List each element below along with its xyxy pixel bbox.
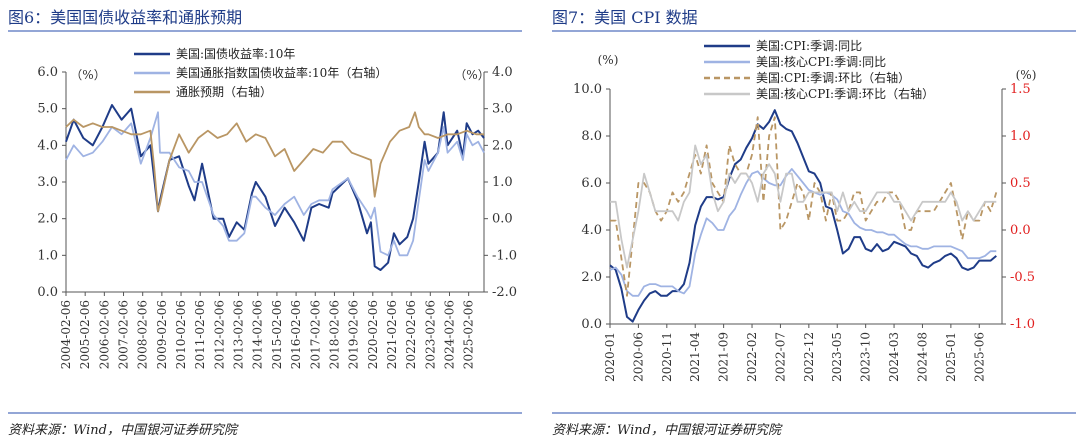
x-tick-label: 2022-02-06 <box>404 300 418 369</box>
right-y-tick-label: -1.0 <box>1010 317 1035 332</box>
x-tick-label: 2017-02-06 <box>308 300 322 369</box>
series-line-0 <box>609 109 997 323</box>
x-tick-label: 2004-02-06 <box>59 300 73 369</box>
legend-label-0: 美国:CPI:季调:同比 <box>756 39 862 53</box>
figure-7-heading: 图7：美国 CPI 数据 <box>552 8 698 27</box>
right-y-tick-label: -1.0 <box>492 248 517 263</box>
figure-7-bottom-rule <box>552 412 1076 414</box>
legend-label-1: 美国通胀指数国债收益率:10年（右轴） <box>176 65 387 80</box>
figure-7-chart: 0.02.04.06.08.010.0-1.0-0.50.00.51.01.5(… <box>573 39 1037 382</box>
series-line-2 <box>610 116 998 297</box>
left-y-tick-label: 6.0 <box>581 176 602 191</box>
series-line-3 <box>610 144 997 269</box>
x-tick-label: 2023-10 <box>859 332 873 382</box>
series-line-0 <box>65 104 485 271</box>
left-y-tick-label: 2.0 <box>37 212 58 227</box>
left-y-tick-label: 8.0 <box>581 129 602 144</box>
figure-6-chart: 0.0 1.0 2.0 3.0 4.0 5.0 6.0 -2.0 -1.0 0.0 1.0 2.0 3.… <box>37 46 517 369</box>
series-line-2 <box>65 111 484 213</box>
series-line-1 <box>609 167 997 297</box>
right-y-tick-label: 0.5 <box>1010 176 1031 191</box>
figure-6-heading: 图6：美国国债收益率和通胀预期 <box>8 8 243 27</box>
x-tick-label: 2024-03 <box>887 332 901 382</box>
right-y-tick-label: 2.0 <box>492 138 513 153</box>
x-tick-label: 2025-01 <box>944 332 958 382</box>
x-tick-label: 2013-02-06 <box>232 300 246 369</box>
figure-7-panel: 图7：美国 CPI 数据 0.0 2.0 4.0 6.0 8.0 10.0 -1.0 -0.5… <box>544 0 1080 444</box>
left-y-tick-label: 6.0 <box>37 65 58 80</box>
x-tick-label: 2011-02-06 <box>193 300 207 369</box>
x-tick-label: 2009-02-06 <box>155 300 169 369</box>
figure-7-source: 资料来源：Wind，中国银河证券研究院 <box>552 423 781 438</box>
right-y-tick-label: -0.5 <box>1010 270 1035 285</box>
figure-6-source: 资料来源：Wind，中国银河证券研究院 <box>8 423 237 438</box>
left-y-tick-label: 3.0 <box>37 175 58 190</box>
x-tick-label: 2006-02-06 <box>97 300 111 369</box>
x-tick-label: 2005-02-06 <box>78 300 92 369</box>
left-axis-unit: （%） <box>70 68 105 82</box>
right-y-tick-label: 4.0 <box>492 65 513 80</box>
right-y-tick-label: 0.0 <box>1010 223 1031 238</box>
x-tick-label: 2012-02-06 <box>212 300 226 369</box>
x-tick-label: 2016-02-06 <box>289 300 303 369</box>
x-tick-label: 2022-02 <box>745 332 759 382</box>
x-tick-label: 2020-02-06 <box>366 300 380 369</box>
x-tick-label: 2008-02-06 <box>136 300 150 369</box>
legend-label-3: 美国:核心CPI:季调:环比（右轴） <box>756 86 934 101</box>
x-tick-label: 2024-08 <box>915 332 929 382</box>
left-y-tick-label: 10.0 <box>573 82 602 97</box>
x-tick-label: 2010-02-06 <box>174 300 188 369</box>
x-tick-label: 2019-02-06 <box>347 300 361 369</box>
legend-label-0: 美国:国债收益率:10年 <box>176 46 295 61</box>
left-y-tick-label: 5.0 <box>37 102 58 117</box>
x-tick-label: 2023-02-06 <box>423 300 437 369</box>
x-tick-label: 2023-05 <box>830 332 844 382</box>
x-tick-label: 2025-06 <box>972 332 986 382</box>
left-y-tick-label: 0.0 <box>581 317 602 332</box>
x-tick-label: 2020-06 <box>631 332 645 382</box>
figure-6-panel: 图6：美国国债收益率和通胀预期 0.0 1.0 2.0 3.0 4.0 5.0 6.0 -2.… <box>0 0 526 444</box>
right-y-tick-label: 1.5 <box>1010 82 1031 97</box>
legend-label-2: 通胀预期（右轴） <box>176 84 272 99</box>
x-tick-label: 2025-02-06 <box>462 300 476 369</box>
x-tick-label: 2022-12 <box>802 332 816 382</box>
right-axis-unit: （%） <box>454 68 489 82</box>
left-y-tick-label: 4.0 <box>581 223 602 238</box>
series-line-1 <box>65 111 485 257</box>
x-tick-label: 2015-02-06 <box>270 300 284 369</box>
x-tick-label: 2014-02-06 <box>251 300 265 369</box>
figure-6-top-rule <box>8 30 522 32</box>
x-tick-label: 2024-02-06 <box>442 300 456 369</box>
left-y-tick-label: 2.0 <box>581 270 602 285</box>
x-tick-label: 2007-02-06 <box>117 300 131 369</box>
x-tick-label: 2021-04 <box>688 332 702 382</box>
right-y-tick-label: 0.0 <box>492 212 513 227</box>
right-y-tick-label: 3.0 <box>492 102 513 117</box>
x-tick-label: 2021-09 <box>717 332 731 382</box>
left-y-tick-label: 1.0 <box>37 248 58 263</box>
right-y-tick-label: 1.0 <box>1010 129 1031 144</box>
right-axis-unit: (%) <box>1016 68 1037 82</box>
right-y-tick-label: -2.0 <box>492 285 517 300</box>
x-tick-label: 2018-02-06 <box>327 300 341 369</box>
left-y-tick-label: 0.0 <box>37 285 58 300</box>
legend-label-2: 美国:CPI:季调:环比（右轴） <box>756 70 910 85</box>
right-y-tick-label: 1.0 <box>492 175 513 190</box>
left-axis-unit: (%) <box>598 53 619 67</box>
left-y-tick-label: 4.0 <box>37 138 58 153</box>
x-tick-label: 2020-11 <box>660 332 674 382</box>
legend-label-1: 美国:核心CPI:季调:同比 <box>756 55 886 69</box>
x-tick-label: 2021-02-06 <box>385 300 399 369</box>
figure-6-bottom-rule <box>8 412 522 414</box>
figure-7-top-rule <box>552 30 1076 32</box>
x-tick-label: 2020-01 <box>603 332 617 382</box>
x-tick-label: 2022-07 <box>773 332 787 382</box>
